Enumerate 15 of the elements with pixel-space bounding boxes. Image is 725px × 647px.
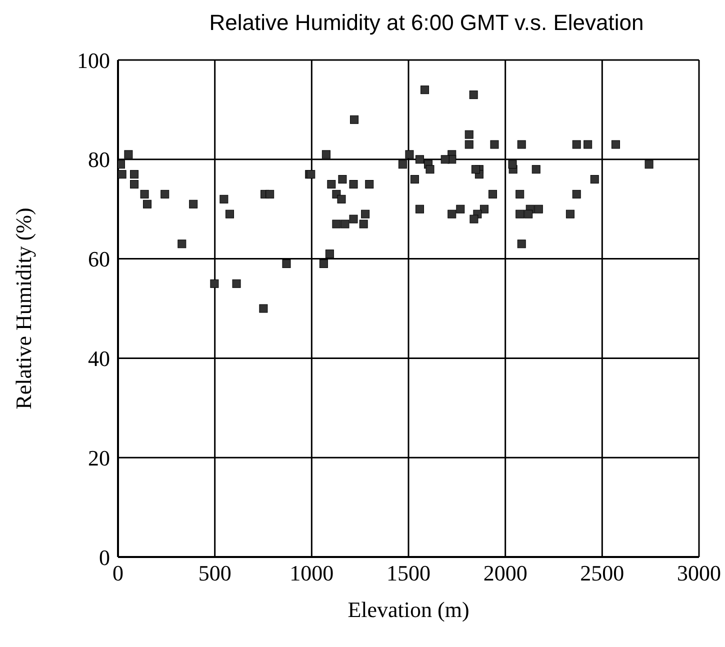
y-tick-label: 100 [77,48,110,73]
y-axis-title: Relative Humidity (%) [10,208,36,410]
y-tick-label: 60 [88,246,110,272]
y-tick-label: 20 [88,445,110,470]
chart-title: Relative Humidity at 6:00 GMT v.s. Elevation [208,10,645,36]
x-tick-label: 2000 [483,560,528,586]
x-tick-label: 500 [198,560,232,586]
x-tick-label: 2500 [580,560,624,586]
x-tick-label: 1500 [386,560,430,586]
x-axis-title: Elevation (m) [348,597,470,622]
x-tick-label: 1000 [290,560,334,586]
y-tick-label: 40 [88,346,110,372]
y-tick-label: 80 [88,147,110,172]
x-tick-label: 3000 [677,560,721,586]
y-tick-label: 0 [99,544,110,570]
